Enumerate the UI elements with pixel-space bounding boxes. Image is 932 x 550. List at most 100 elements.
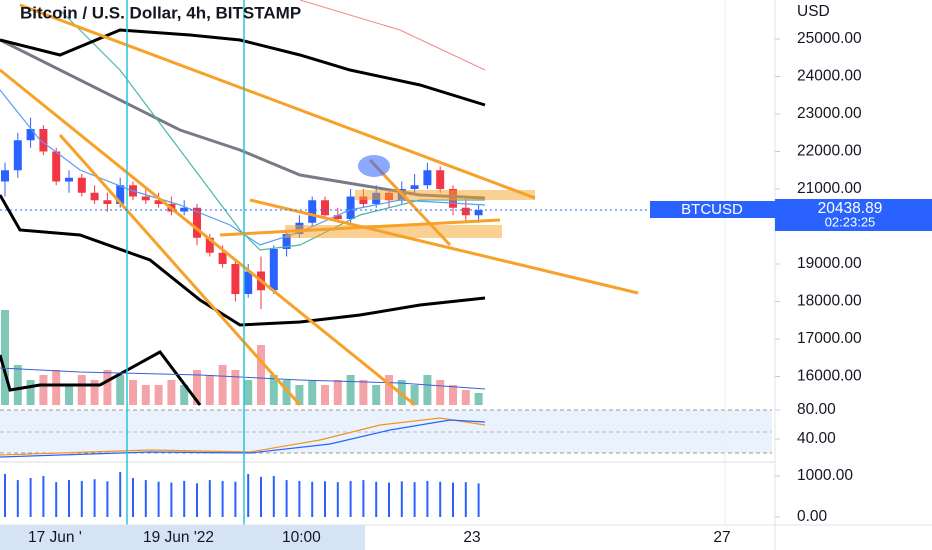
candle-body bbox=[39, 129, 48, 152]
candle-body bbox=[474, 210, 483, 216]
price-tick-label: 18000.00 bbox=[797, 293, 862, 310]
price-tick-label: 25000.00 bbox=[797, 30, 862, 47]
volume-bar bbox=[26, 380, 35, 405]
volume-bar bbox=[282, 380, 291, 405]
volume-bar bbox=[295, 385, 304, 405]
volume-bar bbox=[180, 385, 189, 405]
price-tick-label: 21000.00 bbox=[797, 180, 862, 197]
candle-body bbox=[65, 177, 73, 182]
volume-bar bbox=[410, 385, 419, 405]
volume-bar bbox=[436, 380, 445, 405]
trendline bbox=[0, 68, 416, 407]
time-label: 23 bbox=[463, 529, 480, 546]
volume-ma bbox=[0, 367, 486, 390]
volume-bar bbox=[167, 380, 176, 405]
price-tick-label: 24000.00 bbox=[797, 68, 862, 85]
volume-bar bbox=[321, 385, 329, 405]
ema-teal bbox=[59, 9, 485, 251]
candle-body bbox=[218, 252, 227, 264]
stoch-d bbox=[0, 419, 486, 458]
candle-body bbox=[116, 185, 125, 204]
ema bbox=[0, 89, 486, 246]
hist-tick-label: 0.00 bbox=[797, 508, 828, 525]
volume-bar bbox=[231, 370, 240, 405]
candle-body bbox=[205, 237, 214, 253]
chart-title: Bitcoin / U.S. Dollar, 4h, BITSTAMP bbox=[20, 3, 301, 22]
candle-body bbox=[269, 249, 278, 291]
countdown: 02:23:25 bbox=[825, 214, 876, 229]
volume-bar bbox=[423, 375, 432, 405]
candle-body bbox=[180, 207, 189, 212]
symbol-label: BTCUSD bbox=[681, 201, 743, 218]
volume-bar bbox=[52, 370, 61, 405]
time-label: 17 Jun ' bbox=[28, 529, 82, 546]
price-tick-label: 22000.00 bbox=[797, 143, 862, 160]
volume-bar bbox=[65, 385, 73, 405]
volume-bar bbox=[39, 375, 48, 405]
candle-body bbox=[423, 170, 432, 186]
trendline bbox=[249, 198, 639, 295]
candle-body bbox=[333, 215, 342, 219]
volume-bar bbox=[346, 375, 355, 405]
candle-body bbox=[436, 170, 445, 189]
candle-body bbox=[52, 151, 61, 182]
trendline bbox=[19, 3, 536, 200]
highlight bbox=[358, 155, 390, 177]
volume-bar bbox=[193, 370, 201, 405]
osc-tick-label: 40.00 bbox=[797, 430, 836, 447]
ma-red bbox=[299, 0, 486, 71]
last-price: 20438.89 bbox=[818, 200, 883, 217]
time-label: 10:00 bbox=[282, 529, 321, 546]
volume-bar bbox=[474, 393, 483, 405]
volume-bar bbox=[218, 365, 227, 405]
volume-bar bbox=[333, 380, 342, 405]
time-highlight bbox=[0, 525, 365, 550]
price-tag bbox=[775, 199, 932, 231]
candle-body bbox=[77, 177, 86, 193]
stoch-k bbox=[0, 417, 486, 456]
candle-body bbox=[90, 192, 99, 201]
volume-bar bbox=[205, 375, 214, 405]
volume-bar bbox=[13, 365, 22, 405]
bollinger-upper bbox=[0, 28, 486, 107]
volume-bar bbox=[154, 385, 163, 405]
price-tick-label: 19000.00 bbox=[797, 255, 862, 272]
volume-bar bbox=[77, 375, 86, 405]
candle-body bbox=[321, 200, 329, 216]
volume-bar bbox=[461, 390, 470, 405]
volume-bar bbox=[116, 375, 125, 405]
volume-bar bbox=[449, 385, 457, 405]
volume-bar bbox=[129, 380, 137, 405]
zone bbox=[355, 190, 535, 200]
volume-bar bbox=[385, 375, 393, 405]
volume-bar bbox=[359, 380, 368, 405]
volume-bar bbox=[269, 375, 278, 405]
volume-bar bbox=[141, 385, 150, 405]
trendline bbox=[219, 218, 501, 237]
candle-body bbox=[26, 129, 35, 141]
candle-body bbox=[193, 207, 201, 238]
price-tick-label: 23000.00 bbox=[797, 105, 862, 122]
time-label: 27 bbox=[713, 529, 730, 546]
price-tick-label: 16000.00 bbox=[797, 368, 862, 385]
candle-body bbox=[154, 200, 163, 204]
hist-tick-label: 1000.00 bbox=[797, 467, 853, 484]
volume-bar bbox=[372, 385, 381, 405]
candle-body bbox=[359, 196, 368, 204]
symbol-tag bbox=[650, 201, 775, 218]
candle-body bbox=[1, 170, 9, 182]
currency-label: USD bbox=[797, 3, 830, 20]
volume-bar bbox=[1, 310, 9, 405]
candle-body bbox=[103, 200, 112, 204]
volume-bar bbox=[257, 345, 265, 405]
time-label: 19 Jun '22 bbox=[143, 529, 214, 546]
osc-tick-label: 80.00 bbox=[797, 401, 836, 418]
candle-body bbox=[141, 196, 150, 201]
bollinger-lower bbox=[0, 194, 486, 327]
volume-bar bbox=[103, 370, 112, 405]
price-tick-label: 17000.00 bbox=[797, 330, 862, 347]
volume-bar bbox=[90, 380, 99, 405]
